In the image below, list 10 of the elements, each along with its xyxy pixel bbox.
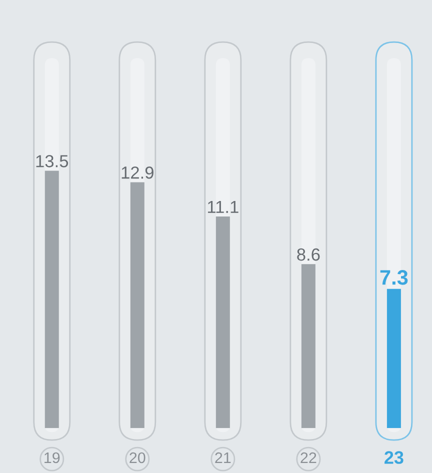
x-tick-label: 22 <box>300 452 316 464</box>
data-label: 7.3 <box>380 270 408 285</box>
data-label: 12.9 <box>122 166 154 179</box>
x-tick-label: 21 <box>215 452 231 464</box>
x-tick-label: 20 <box>130 452 146 464</box>
data-label: 13.5 <box>36 155 68 168</box>
data-label: 11.1 <box>208 200 238 213</box>
data-label: 8.6 <box>297 248 320 261</box>
x-tick-label: 19 <box>44 452 60 464</box>
x-tick-label: 23 <box>384 451 404 464</box>
